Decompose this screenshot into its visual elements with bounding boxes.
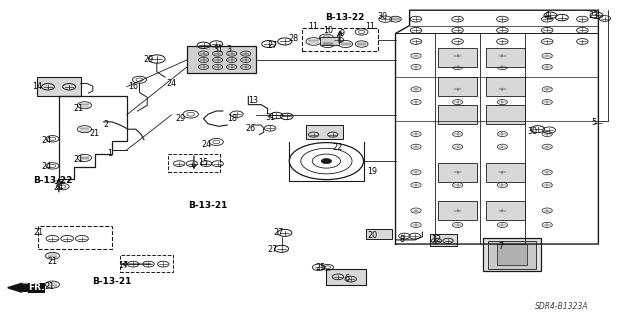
Text: SDR4-B1323A: SDR4-B1323A [535,302,589,311]
Text: 5: 5 [591,118,596,127]
Text: 4: 4 [545,11,550,20]
Text: 24: 24 [41,162,51,171]
Text: 24: 24 [41,137,51,145]
Text: 9: 9 [340,29,345,38]
Bar [488,241,536,269]
Circle shape [321,159,332,164]
Bar [486,163,525,182]
Bar [486,48,525,67]
Bar [366,229,392,239]
Text: 7: 7 [498,242,503,251]
Bar [302,28,378,51]
Text: 31: 31 [265,113,275,122]
Bar [486,105,525,124]
Text: 27: 27 [273,228,284,237]
Text: 30: 30 [378,12,388,21]
Text: 26: 26 [246,124,256,133]
Bar [38,226,112,249]
Text: 17: 17 [118,261,128,270]
Text: 27: 27 [267,245,277,254]
Bar [438,48,477,67]
Text: 13: 13 [248,96,258,105]
Text: 21: 21 [73,104,83,113]
Text: 12: 12 [431,235,442,244]
Text: 18: 18 [227,114,237,122]
Text: 23: 23 [589,11,599,20]
Text: 16: 16 [128,82,138,91]
FancyArrow shape [8,283,33,292]
Text: 20: 20 [367,231,378,240]
Text: 21: 21 [45,282,55,291]
Text: 25: 25 [315,263,325,272]
Text: B-13-21: B-13-21 [188,201,228,210]
Bar [326,269,366,285]
Bar [438,163,477,182]
Text: 27: 27 [267,41,277,50]
Bar [438,105,477,124]
Text: FR.: FR. [28,283,45,292]
Bar [320,37,339,45]
Text: 21: 21 [90,130,100,138]
Bar [306,125,343,139]
Text: 6: 6 [344,274,349,283]
Bar [120,255,173,272]
Text: 3: 3 [227,45,232,54]
Text: 24: 24 [201,140,211,149]
Text: 1: 1 [108,149,113,158]
Text: 29: 29 [143,56,154,64]
Text: 24: 24 [54,183,64,192]
Text: 2: 2 [103,120,108,129]
Bar [497,244,527,265]
Text: 28: 28 [288,34,298,43]
Bar [438,201,477,220]
Text: 21: 21 [73,155,83,164]
Text: B-13-22: B-13-22 [33,176,72,185]
Text: 22: 22 [333,143,343,152]
Text: 14: 14 [32,82,42,91]
Text: 11: 11 [365,22,375,31]
Text: 21: 21 [47,257,58,266]
Text: B-13-22: B-13-22 [324,13,364,22]
Text: 21: 21 [33,228,44,237]
Text: 29: 29 [175,114,186,123]
Text: 11: 11 [308,22,319,31]
Bar [486,77,525,96]
Bar [168,154,220,172]
Bar [486,201,525,220]
Text: 30: 30 [527,127,538,136]
Text: 24: 24 [166,79,177,88]
Bar [430,234,457,246]
Bar [438,77,477,96]
Bar [483,238,541,271]
Text: B-13-21: B-13-21 [92,277,132,286]
Text: 31: 31 [214,45,224,54]
Text: 15: 15 [198,158,209,167]
Text: 19: 19 [367,167,378,176]
Text: 10: 10 [323,26,333,35]
Bar [37,77,81,96]
Text: 8: 8 [399,235,404,244]
Bar [187,46,256,73]
